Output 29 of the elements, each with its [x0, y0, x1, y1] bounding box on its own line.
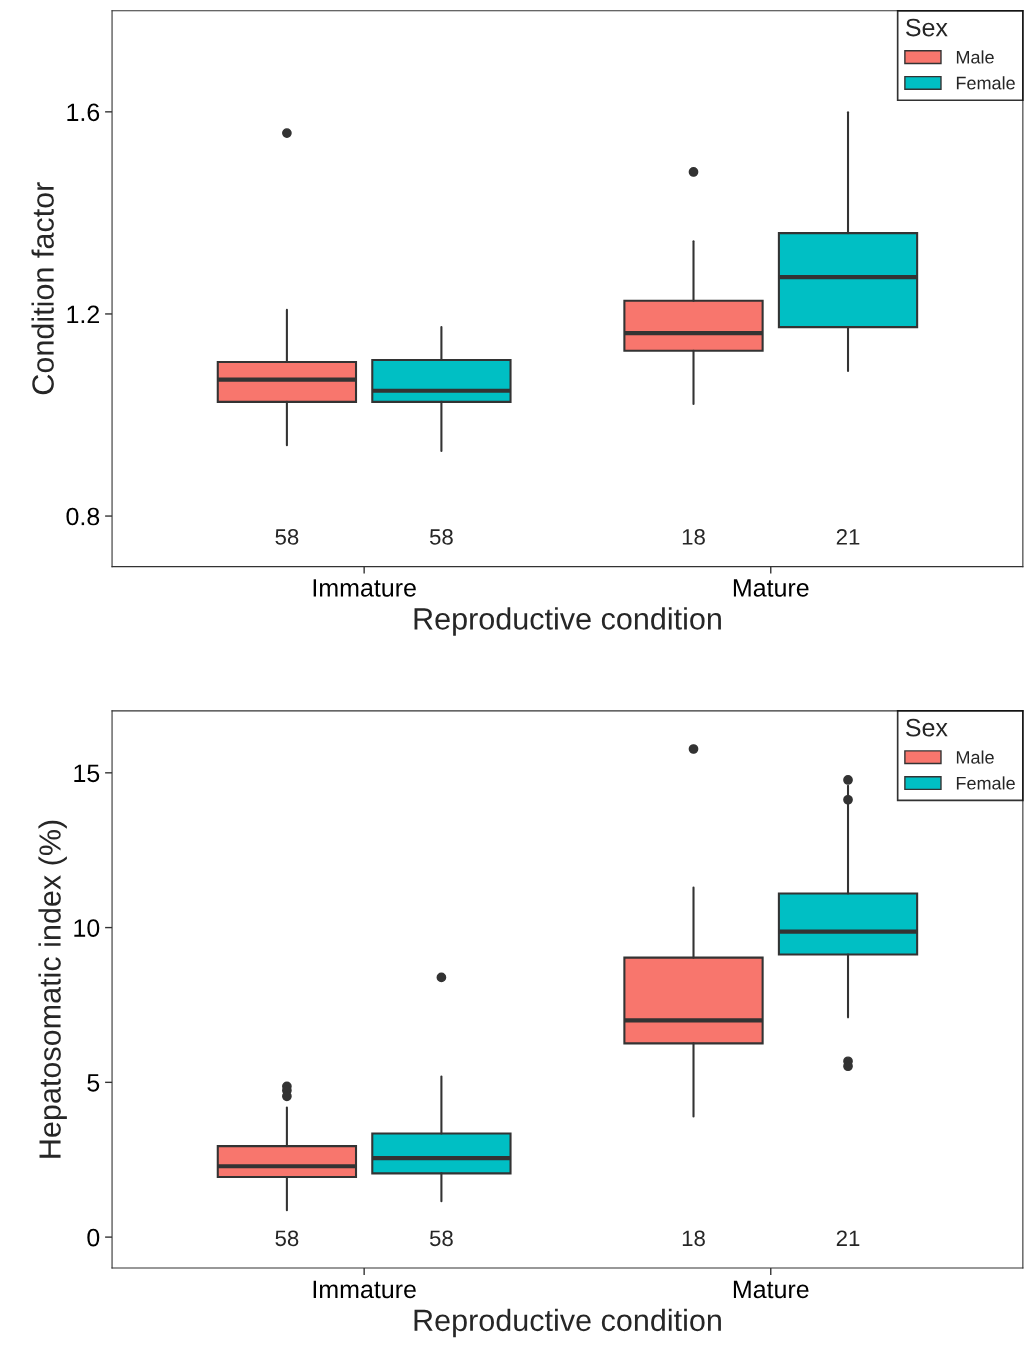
x-tick-label: Mature: [733, 579, 809, 597]
legend-title: Sex: [906, 18, 948, 37]
text: 58: [275, 529, 299, 545]
x-axis-title: Reproductive condition: [414, 607, 721, 636]
y-tick-label: 10: [74, 919, 100, 937]
text: 18: [682, 529, 705, 545]
y-tick-label: 1.2: [67, 305, 99, 324]
text: 58: [429, 1230, 453, 1247]
y-axis-title: Condition factor: [31, 182, 54, 395]
x-tick-label: Mature: [733, 1280, 809, 1299]
legend-label: Male: [956, 750, 994, 764]
text: 58: [429, 529, 453, 545]
legend-label: Female: [956, 76, 1015, 90]
y-tick-label: 0.8: [66, 507, 100, 526]
y-tick-label: 5: [87, 1074, 100, 1092]
y-tick-label: 0: [87, 1228, 100, 1247]
x-axis-title: Reproductive condition: [414, 1308, 721, 1338]
text: 21: [836, 529, 860, 545]
text: 21: [836, 1230, 860, 1246]
y-tick-label: 1.6: [67, 103, 100, 122]
legend-label: Male: [956, 50, 994, 64]
legend-label: Female: [956, 776, 1015, 790]
y-tick-label: 15: [74, 764, 100, 783]
y-axis-title: Hepatosomatic index (%): [38, 820, 67, 1158]
text: 18: [682, 1230, 705, 1247]
legend-title: Sex: [906, 718, 948, 737]
text: 58: [275, 1230, 299, 1247]
x-tick-label: Immature: [313, 1280, 416, 1299]
x-tick-label: Immature: [313, 579, 416, 597]
